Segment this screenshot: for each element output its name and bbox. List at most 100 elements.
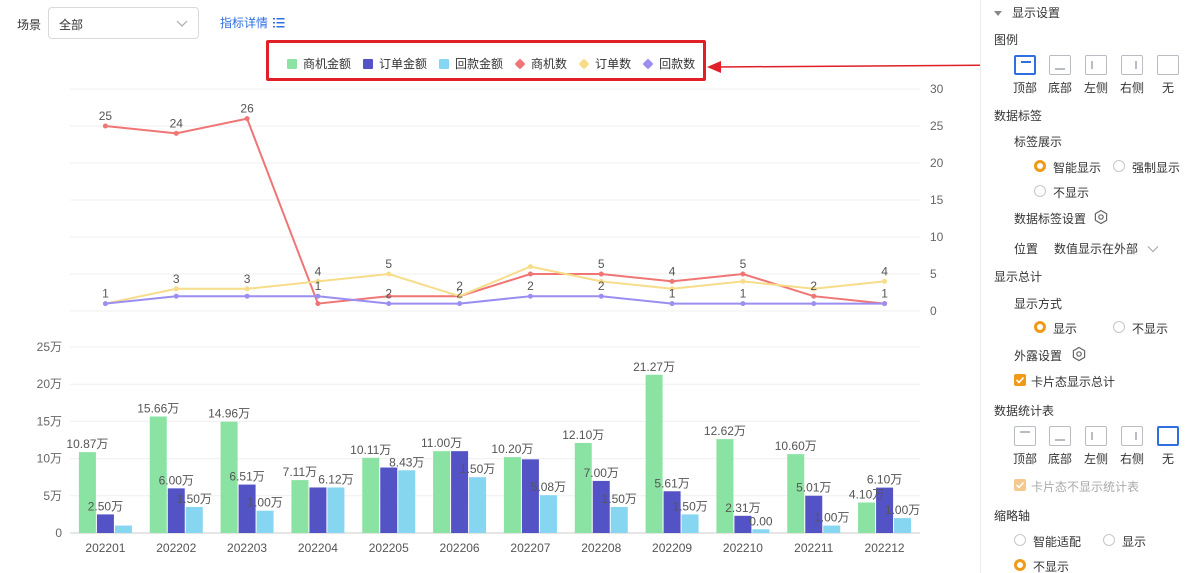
y-tick-label: 5 <box>930 267 937 281</box>
layout-position-button[interactable] <box>1014 55 1036 75</box>
layout-position-button[interactable] <box>1049 426 1071 446</box>
layout-position-button[interactable] <box>1121 55 1143 75</box>
x-tick-label: 202206 <box>440 541 480 555</box>
data-label: 1 <box>102 287 109 301</box>
radio-smart-display[interactable] <box>1034 160 1046 172</box>
bar-data-label: 2.31万 <box>725 501 760 515</box>
scene-select[interactable]: 全部 <box>48 7 199 39</box>
bar-data-label: 0.00 <box>749 514 773 528</box>
x-tick-label: 202204 <box>298 541 338 555</box>
legend-label: 商机数 <box>531 57 568 71</box>
legend-item[interactable]: 商机金额 <box>287 55 351 72</box>
layout-position-button[interactable] <box>1157 426 1179 446</box>
bar-data-label: 1.00万 <box>247 496 282 510</box>
settings-hex-icon[interactable] <box>1071 346 1087 362</box>
card-total-checkbox[interactable] <box>1014 374 1026 386</box>
exposure-settings-label: 外露设置 <box>1014 349 1063 363</box>
layout-position-button[interactable] <box>1049 55 1071 75</box>
radio-zoom-show[interactable] <box>1103 534 1115 546</box>
data-point <box>527 264 533 270</box>
bar <box>451 451 469 533</box>
legend-item[interactable]: 订单金额 <box>363 55 427 72</box>
radio-zoom-hide[interactable] <box>1014 559 1026 571</box>
data-point <box>457 293 463 299</box>
layout-position-label: 无 <box>1161 81 1174 95</box>
bar <box>592 480 610 533</box>
radio-show-total-label: 显示 <box>1053 322 1078 336</box>
legend-square-marker <box>439 58 450 69</box>
layout-position-label: 底部 <box>1047 81 1072 95</box>
data-point <box>811 293 817 299</box>
legend-item[interactable]: 订单数 <box>578 55 631 72</box>
bar-data-label: 21.27万 <box>633 360 675 374</box>
data-label: 5 <box>385 257 392 271</box>
layout-bar-icon <box>1091 432 1093 440</box>
bar-data-label: 6.00万 <box>159 473 194 487</box>
y-tick-label: 20万 <box>37 377 62 391</box>
layout-position-button[interactable] <box>1085 426 1107 446</box>
data-label: 4 <box>315 264 322 278</box>
legend-item[interactable]: 商机数 <box>514 55 568 72</box>
bar-data-label: 7.11万 <box>283 465 317 479</box>
data-label: 5 <box>740 257 747 271</box>
data-point <box>102 301 108 307</box>
data-point <box>386 301 392 307</box>
layout-position-button[interactable] <box>1157 55 1179 75</box>
data-point <box>598 293 604 299</box>
bar-data-label: 4.10万 <box>849 487 884 501</box>
data-point <box>740 271 746 277</box>
radio-hide-total[interactable] <box>1113 321 1125 333</box>
caret-down-icon <box>994 10 1002 16</box>
settings-hex-icon[interactable] <box>1093 209 1109 225</box>
bar-data-label: 2.50万 <box>88 499 123 513</box>
bar <box>574 442 592 533</box>
bar <box>469 477 487 533</box>
radio-zoom-smart[interactable] <box>1014 534 1026 546</box>
display-settings-header[interactable]: 显示设置 <box>994 4 1060 21</box>
layout-bar-icon <box>1055 68 1065 70</box>
radio-force-display[interactable] <box>1113 160 1125 172</box>
legend-item[interactable]: 回款数 <box>642 55 695 72</box>
data-label-settings-label: 数据标签设置 <box>1014 212 1087 226</box>
layout-position-button[interactable] <box>1085 55 1107 75</box>
y-tick-label: 0 <box>930 304 937 318</box>
bar <box>256 510 274 533</box>
bar <box>167 488 185 533</box>
data-point <box>669 278 675 284</box>
check-icon <box>1015 376 1025 384</box>
metric-detail-link[interactable]: 指标详情 <box>220 14 285 31</box>
bar-data-label: 5.08万 <box>531 480 566 494</box>
data-point <box>244 286 250 292</box>
radio-zoom-show-label: 显示 <box>1122 535 1147 549</box>
bar-data-label: 1.50万 <box>672 499 707 513</box>
y-tick-label: 0 <box>55 526 62 540</box>
card-stats-checkbox[interactable] <box>1014 479 1026 491</box>
data-label: 3 <box>173 272 180 286</box>
data-point <box>457 301 463 307</box>
layout-position-button[interactable] <box>1014 426 1036 446</box>
legend-item[interactable]: 回款金额 <box>439 55 503 72</box>
legend-highlight-box: 商机金额 订单金额 回款金额 商机数 订单数 回款数 <box>266 40 706 81</box>
radio-hide-labels[interactable] <box>1034 185 1046 197</box>
data-point <box>102 123 108 129</box>
y-tick-label: 25 <box>930 119 944 133</box>
annotation-arrow-line <box>715 64 980 68</box>
bar <box>362 457 380 533</box>
layout-position-button[interactable] <box>1121 426 1143 446</box>
data-point <box>882 278 888 284</box>
bar-data-label: 1.00万 <box>814 511 849 525</box>
zoom-axis-title: 缩略轴 <box>994 509 1031 523</box>
bar <box>149 416 167 533</box>
position-select[interactable]: 数值显示在外部 <box>1054 240 1159 257</box>
radio-show-total[interactable] <box>1034 321 1046 333</box>
bar <box>114 525 132 533</box>
radio-hide-labels-label: 不显示 <box>1053 186 1090 200</box>
bar-data-label: 7.00万 <box>584 466 619 480</box>
bar <box>894 518 912 533</box>
data-point <box>386 271 392 277</box>
legend-diamond-marker <box>642 57 654 70</box>
data-point <box>669 301 675 307</box>
x-tick-label: 202209 <box>652 541 692 555</box>
x-tick-label: 202212 <box>865 541 905 555</box>
data-point <box>315 278 321 284</box>
